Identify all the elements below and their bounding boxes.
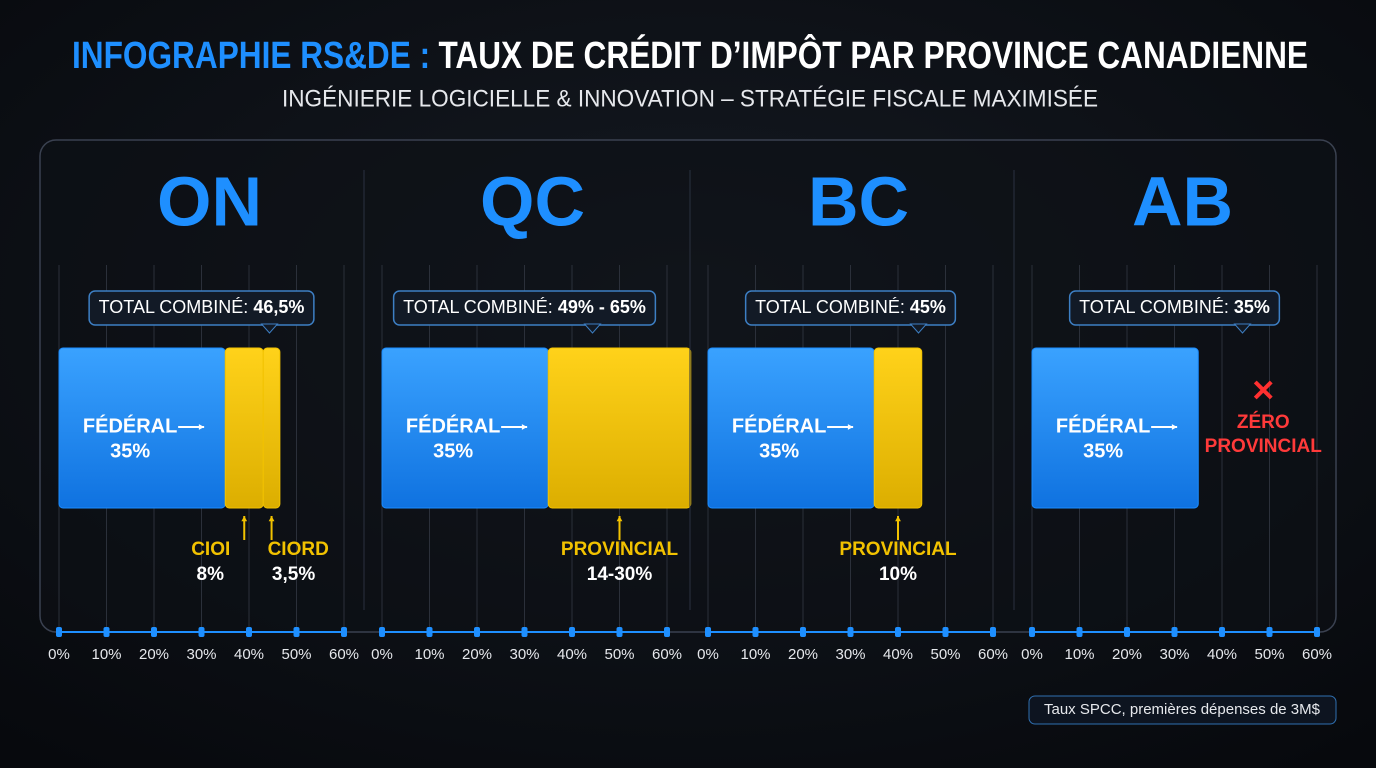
annotation: ZÉRO PROVINCIAL	[1205, 411, 1323, 457]
title: INFOGRAPHIE RS&DE :TAUX DE CRÉDIT D’IMPÔ…	[72, 32, 1308, 77]
bar-segment	[262, 347, 281, 509]
callout-pointer	[1233, 323, 1252, 334]
province-title: BC	[808, 162, 909, 240]
segment-name: PROVINCIAL	[839, 539, 957, 560]
x-tick-label: 0%	[697, 646, 719, 663]
segment-name: FÉDÉRAL	[406, 414, 500, 437]
segment-value: 14-30%	[587, 564, 653, 585]
x-tick-label: 40%	[883, 646, 913, 663]
x-tick-label: 60%	[1302, 646, 1332, 663]
total-callout	[88, 290, 315, 326]
subtitle: INGÉNIERIE LOGICIELLE & INNOVATION – STR…	[282, 85, 1098, 112]
total-text: TOTAL COMBINÉ: 35%	[1079, 297, 1270, 317]
bar-segment	[224, 347, 264, 509]
x-tick-label: 50%	[1254, 646, 1284, 663]
x-tick-label: 30%	[1159, 646, 1189, 663]
segment-value: 10%	[879, 564, 917, 585]
x-tick-label: 0%	[1021, 646, 1043, 663]
province-chart: BC 0% 10% 20% 30% 40% 50% 60% FÉDÉRAL 35% PROVINCI…	[689, 162, 1008, 663]
x-tick-label: 30%	[509, 646, 539, 663]
segment-name: FÉDÉRAL	[732, 414, 826, 437]
total-text: TOTAL COMBINÉ: 45%	[755, 297, 946, 317]
bar-segment	[1031, 347, 1199, 509]
segment-value: 8%	[197, 564, 225, 585]
callout-pointer	[583, 323, 602, 334]
segment-name: PROVINCIAL	[561, 539, 679, 560]
charts: ON 0% 10% 20% 30% 40% 50% 60% FÉDÉRAL 35% CIOI 8% CI…	[48, 162, 1332, 662]
x-tick-label: 0%	[48, 646, 70, 663]
bar-segment	[873, 347, 923, 509]
x-tick-label: 10%	[740, 646, 770, 663]
x-tick-label: 50%	[604, 646, 634, 663]
x-tick-label: 40%	[234, 646, 264, 663]
arrow-head	[268, 516, 275, 522]
zero-mark	[1253, 380, 1273, 400]
arrow-head	[895, 516, 901, 522]
bar-segment	[547, 347, 692, 509]
x-tick-label: 50%	[281, 646, 311, 663]
x-tick-label: 60%	[978, 646, 1008, 663]
x-tick-label: 10%	[1064, 646, 1094, 663]
footnote-box	[1028, 695, 1337, 725]
segment-value: 3,5%	[272, 564, 315, 585]
total-label: TOTAL COMBINÉ:	[99, 297, 249, 317]
annotation-line: ZÉRO	[1237, 411, 1290, 433]
segment-value: 35%	[759, 440, 799, 462]
arrow-head	[521, 424, 528, 430]
total-label: TOTAL COMBINÉ:	[755, 297, 905, 317]
x-tick-label: 20%	[788, 646, 818, 663]
x-tick-label: 20%	[462, 646, 492, 663]
province-title: ON	[157, 162, 262, 240]
total-value: 35%	[1234, 297, 1270, 317]
x-tick-label: 10%	[91, 646, 121, 663]
arrow-head	[847, 424, 854, 430]
province-chart: QC 0% 10% 20% 30% 40% 50% 60% FÉDÉRAL 35% PROVINCI…	[363, 162, 692, 663]
total-label: TOTAL COMBINÉ:	[403, 297, 553, 317]
x-tick-label: 0%	[371, 646, 393, 663]
x-tick-label: 20%	[139, 646, 169, 663]
total-callout	[744, 290, 957, 326]
segment-value: 35%	[110, 440, 150, 462]
arrow-head	[241, 516, 248, 522]
segment-name: FÉDÉRAL	[1056, 414, 1150, 437]
total-text: TOTAL COMBINÉ: 46,5%	[99, 297, 305, 317]
segment-name: FÉDÉRAL	[83, 414, 177, 437]
total-callout	[1068, 290, 1281, 326]
annotation-line: PROVINCIAL	[1205, 436, 1323, 457]
x-tick-label: 40%	[1207, 646, 1237, 663]
title-prefix: INFOGRAPHIE RS&DE :	[72, 35, 430, 77]
x-tick-label: 60%	[652, 646, 682, 663]
province-chart: ON 0% 10% 20% 30% 40% 50% 60% FÉDÉRAL 35% CIOI 8% CI…	[48, 162, 359, 662]
segment-value: 35%	[1083, 440, 1123, 462]
arrow-head	[198, 424, 205, 430]
x-tick-label: 30%	[186, 646, 216, 663]
footnote: Taux SPCC, premières dépenses de 3M$	[1044, 701, 1321, 718]
total-text: TOTAL COMBINÉ: 49% - 65%	[403, 297, 646, 317]
x-tick-label: 40%	[557, 646, 587, 663]
title-main: TAUX DE CRÉDIT D’IMPÔT PAR PROVINCE CANA…	[438, 32, 1308, 77]
total-label: TOTAL COMBINÉ:	[1079, 297, 1229, 317]
x-tick-label: 60%	[329, 646, 359, 663]
total-value: 45%	[910, 297, 946, 317]
total-value: 49% - 65%	[558, 297, 646, 317]
province-title: AB	[1132, 162, 1233, 240]
province-title: QC	[480, 162, 585, 240]
total-value: 46,5%	[253, 297, 304, 317]
segment-name: CIORD	[268, 539, 329, 560]
arrow-head	[1171, 424, 1178, 430]
total-callout	[392, 290, 657, 326]
callout-pointer	[260, 323, 279, 334]
x-tick-label: 10%	[414, 646, 444, 663]
segment-name: CIOI	[191, 539, 230, 560]
x-tick-label: 30%	[835, 646, 865, 663]
segment-value: 35%	[433, 440, 473, 462]
arrow-head	[616, 516, 623, 522]
callout-pointer	[909, 323, 928, 334]
x-tick-label: 20%	[1112, 646, 1142, 663]
x-tick-label: 50%	[930, 646, 960, 663]
